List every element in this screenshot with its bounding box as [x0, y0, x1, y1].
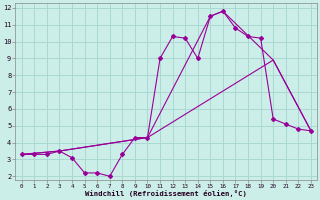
X-axis label: Windchill (Refroidissement éolien,°C): Windchill (Refroidissement éolien,°C)	[85, 190, 247, 197]
